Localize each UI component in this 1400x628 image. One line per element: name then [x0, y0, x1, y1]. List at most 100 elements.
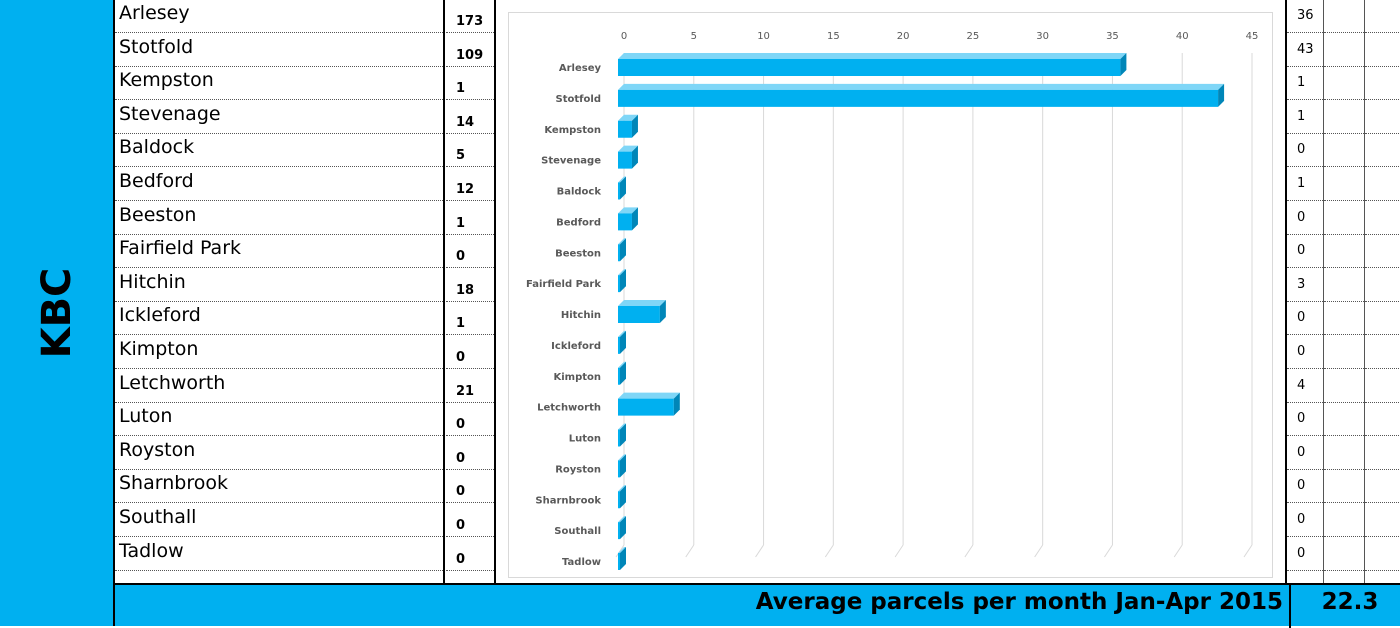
- bar-front: [618, 89, 1219, 107]
- empty-cell: [1365, 504, 1400, 537]
- empty-cell: [1365, 269, 1400, 302]
- count-cell: 0: [446, 504, 494, 537]
- monthly-value-cell: 36: [1287, 0, 1323, 33]
- empty-cell: [1365, 470, 1400, 504]
- town-name-cell: Tadlow: [115, 538, 443, 571]
- empty-cell: [1365, 134, 1400, 168]
- bar-side: [631, 145, 638, 169]
- count-cell: 18: [446, 269, 494, 302]
- x-tick-label: 5: [691, 31, 697, 42]
- gridline-floor: [1104, 544, 1113, 558]
- gridline-floor: [1243, 544, 1253, 558]
- x-tick-label: 35: [1106, 31, 1119, 42]
- empty-cell: [1324, 437, 1364, 470]
- bar-front: [618, 306, 660, 323]
- bar-front: [618, 460, 620, 478]
- bar-top: [618, 269, 626, 276]
- bar-top: [618, 114, 638, 121]
- bar-chart: 0 5 10 15 20 25 30 35 40 45 Arlesey Stotfold Kempsto…: [526, 31, 1258, 570]
- count-cell: 0: [446, 336, 494, 369]
- category-label: Stotfold: [556, 94, 601, 105]
- count-cell: 1: [446, 202, 494, 235]
- monthly-value-cell: 0: [1287, 437, 1323, 470]
- bar-front: [618, 553, 620, 570]
- category-label: Luton: [569, 434, 601, 445]
- divider: [1285, 0, 1287, 583]
- empty-cell: [1365, 336, 1400, 369]
- bar-side: [620, 269, 626, 293]
- bar-side: [620, 547, 626, 570]
- empty-cell: [1324, 0, 1364, 33]
- divider: [443, 0, 445, 583]
- category-label: Baldock: [557, 187, 602, 198]
- empty-cell: [1324, 168, 1364, 201]
- bar: [618, 53, 1127, 76]
- x-tick-label: 15: [827, 31, 840, 42]
- count-cell: 0: [446, 538, 494, 571]
- bar-top: [618, 361, 626, 368]
- empty-cell: [1365, 0, 1400, 33]
- empty-cell: [1365, 202, 1400, 235]
- category-label: Stevenage: [541, 156, 601, 167]
- x-tick-label: 0: [621, 31, 627, 42]
- bar-side: [1218, 83, 1225, 107]
- town-name-cell: Luton: [115, 403, 443, 437]
- empty-cell: [1324, 269, 1364, 302]
- monthly-value-cell: 4: [1287, 370, 1323, 403]
- footer-label: Average parcels per month Jan-Apr 2015: [755, 589, 1283, 615]
- bar: [618, 114, 638, 138]
- bar: [618, 176, 626, 200]
- group-label: KBC: [34, 267, 80, 359]
- bar: [618, 454, 626, 478]
- bar-top: [618, 454, 626, 461]
- category-label: Beeston: [555, 248, 601, 259]
- bar-front: [618, 151, 632, 169]
- count-cell: 0: [446, 403, 494, 437]
- bar-top: [618, 392, 680, 399]
- footer-divider: [1289, 585, 1291, 628]
- bar: [618, 269, 626, 293]
- bar-top: [618, 53, 1127, 59]
- empty-cell: [1324, 538, 1364, 571]
- monthly-value-cell: 1: [1287, 67, 1323, 101]
- category-label: Ickleford: [551, 341, 601, 352]
- bar-side: [620, 454, 626, 478]
- town-name-cell: Arlesey: [115, 0, 443, 33]
- bar-front: [618, 120, 632, 138]
- gridline-floor: [1173, 544, 1183, 558]
- empty-cell: [1365, 403, 1400, 437]
- monthly-value-cell: 1: [1287, 168, 1323, 201]
- bar-top: [618, 145, 638, 152]
- monthly-value-cell: 0: [1287, 336, 1323, 369]
- bar-side: [673, 392, 680, 416]
- empty-cell: [1324, 302, 1364, 336]
- monthly-value-cell: 1: [1287, 101, 1323, 134]
- count-cell: 1: [446, 67, 494, 101]
- bar-front: [618, 491, 620, 509]
- bar-front: [618, 275, 620, 293]
- bar-front: [618, 336, 620, 354]
- empty-cell: [1365, 67, 1400, 101]
- bar-top: [618, 238, 626, 245]
- bar-top: [618, 207, 638, 214]
- x-tick-label: 20: [897, 31, 910, 42]
- bar-front: [618, 429, 620, 447]
- bar-top: [618, 176, 626, 183]
- town-name-cell: Royston: [115, 437, 443, 470]
- bar: [618, 207, 638, 231]
- bar-top: [618, 423, 626, 430]
- x-tick-label: 30: [1036, 31, 1049, 42]
- town-name-cell: Ickleford: [115, 302, 443, 336]
- bar-top: [618, 83, 1225, 90]
- category-label: Southall: [554, 526, 601, 537]
- count-cell: 109: [446, 34, 494, 67]
- bar-side: [631, 207, 638, 231]
- bar: [618, 238, 626, 262]
- empty-cell: [1324, 67, 1364, 101]
- empty-cell: [1365, 370, 1400, 403]
- footer-value: 22.3: [1321, 589, 1379, 615]
- monthly-value-cell: 0: [1287, 202, 1323, 235]
- x-tick-label: 10: [757, 31, 770, 42]
- bar-top: [618, 547, 626, 553]
- bar: [618, 145, 638, 169]
